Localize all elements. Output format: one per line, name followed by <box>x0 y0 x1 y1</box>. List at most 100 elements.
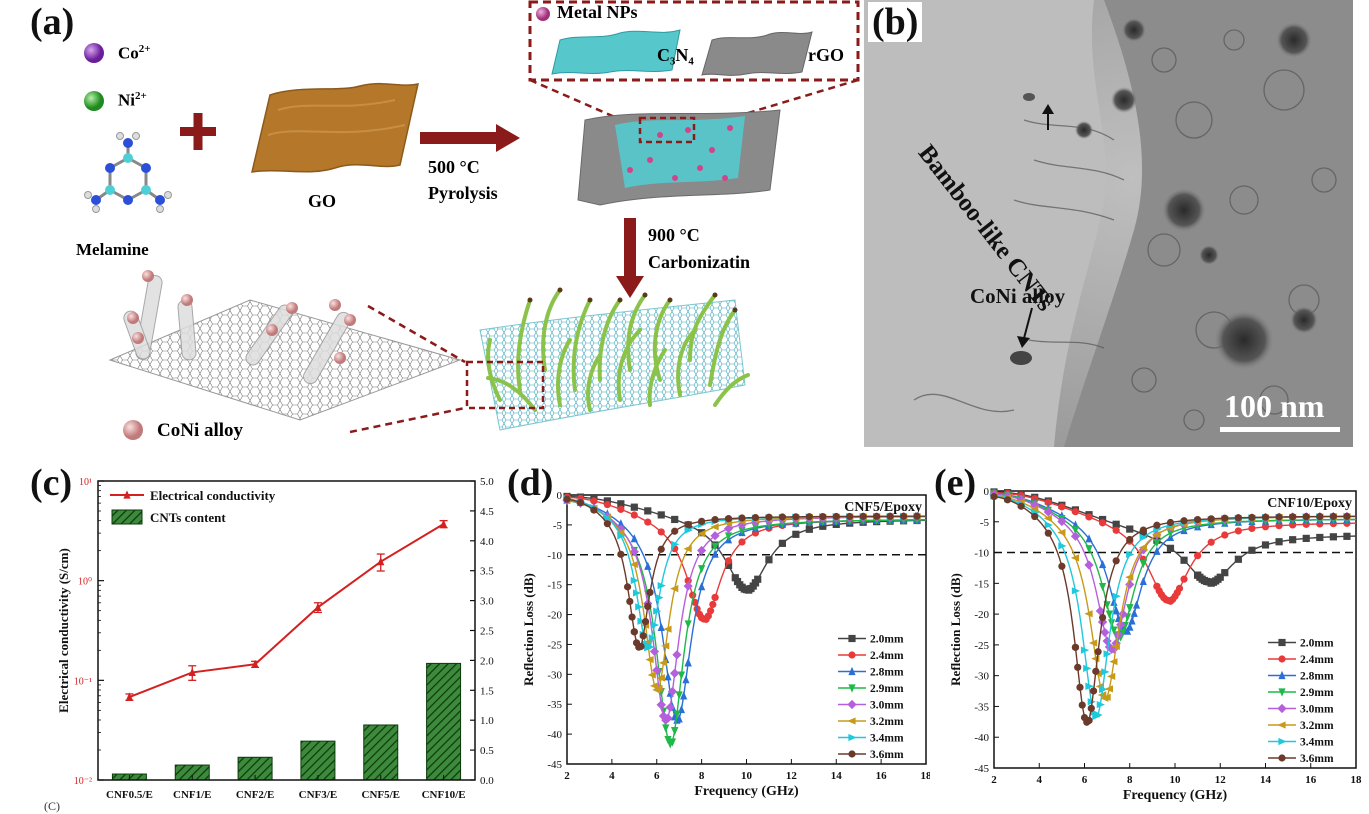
rl-point <box>709 600 717 609</box>
rl-point <box>603 514 612 522</box>
legend-label: 2.0mm <box>870 634 904 646</box>
rl-point <box>630 511 638 519</box>
rl-point <box>1058 562 1066 570</box>
rl-point <box>1139 533 1148 542</box>
rl-point <box>1099 685 1108 694</box>
panel-a-schematic <box>84 0 860 440</box>
rl-point <box>632 589 642 597</box>
melamine-molecule <box>84 132 172 213</box>
rl-point <box>1110 626 1118 635</box>
rl-point <box>711 593 719 602</box>
tem-texture <box>864 0 1353 447</box>
rl-point <box>648 634 657 642</box>
rl-point <box>1329 512 1337 521</box>
rl-point <box>673 710 681 719</box>
rl-point <box>1248 546 1256 554</box>
y-tick-label: -25 <box>547 639 562 651</box>
rl-point <box>677 671 686 680</box>
rl-point <box>603 501 611 509</box>
rl-point <box>1017 502 1025 510</box>
inset-c3n4-label: C₃N₄ <box>657 45 694 65</box>
legend-label: 3.4mm <box>1300 737 1334 749</box>
y2-tick-label: 4.0 <box>480 536 494 548</box>
rl-point <box>1044 521 1053 529</box>
x-tick-label: CNF1/E <box>173 789 212 801</box>
legend-label: 3.6mm <box>1300 753 1334 765</box>
x-tick-label: 8 <box>699 770 705 782</box>
y-tick-label: -5 <box>553 520 563 532</box>
rl-point <box>663 625 672 633</box>
rl-point <box>1085 545 1093 554</box>
rl-point <box>658 659 668 667</box>
rl-point <box>1316 533 1324 542</box>
legend-marker <box>848 666 856 676</box>
rl-point <box>664 672 672 681</box>
rl-point <box>846 512 854 521</box>
rl-point <box>1112 526 1120 534</box>
rl-point <box>710 523 719 531</box>
rl-point <box>1126 550 1135 559</box>
x-axis-label: Frequency (GHz) <box>1123 788 1228 803</box>
x-tick-label: 18 <box>921 770 931 782</box>
y2-tick-label: 0.0 <box>480 775 494 787</box>
legend-bar-swatch <box>111 509 143 525</box>
rl-point <box>1031 512 1039 521</box>
rl-point <box>637 642 645 651</box>
rl-point <box>684 520 692 529</box>
rl-point <box>630 628 638 636</box>
rl-point <box>913 512 921 520</box>
conductivity-point <box>125 692 134 701</box>
rl-point <box>623 583 632 591</box>
rl-point <box>778 539 786 547</box>
go-label: GO <box>308 191 337 211</box>
x-tick-label: 14 <box>831 770 843 782</box>
legend-label: 2.0mm <box>1300 638 1334 650</box>
legend-label: 2.9mm <box>1300 687 1334 699</box>
rl-point <box>751 579 760 587</box>
legend-label: Electrical conductivity <box>150 488 276 503</box>
y-tick-label: -45 <box>547 759 562 771</box>
y-tick-label: -40 <box>974 732 989 744</box>
coni-alloy-label: CoNi alloy <box>157 420 244 441</box>
rl-point <box>657 511 665 519</box>
rl-point <box>1343 512 1351 520</box>
rl-point <box>1116 620 1126 630</box>
rl-point <box>738 514 746 522</box>
rl-point <box>1110 597 1118 606</box>
rl-point <box>664 736 672 745</box>
rl-point <box>1248 513 1256 522</box>
x-tick-label: 18 <box>1351 774 1363 786</box>
rl-point <box>698 565 706 574</box>
legend-marker <box>1278 737 1287 746</box>
rl-point <box>1207 515 1215 523</box>
rl-point <box>724 532 733 541</box>
rl-point <box>671 515 679 524</box>
rl-point <box>1071 587 1081 595</box>
rl-point <box>1289 536 1297 544</box>
rl-point <box>751 523 760 532</box>
rl-point <box>646 643 655 651</box>
y-tick-label: 10¹ <box>79 477 92 488</box>
rl-point <box>1130 608 1138 617</box>
chart-title: CNF10/Epoxy <box>1267 496 1352 511</box>
rl-point <box>765 513 773 521</box>
rl-point <box>698 517 706 525</box>
rl-point <box>629 547 639 557</box>
rl-point <box>1180 517 1188 525</box>
rl-point <box>738 526 746 536</box>
alloy-annotation: CoNi alloy <box>970 284 1066 308</box>
rl-point <box>832 512 840 521</box>
rl-point <box>617 550 625 558</box>
rl-point <box>778 513 786 521</box>
legend-label: 3.2mm <box>870 716 904 728</box>
rl-point <box>1234 527 1242 535</box>
rl-point <box>1044 529 1052 537</box>
rl-point <box>576 498 585 507</box>
legend-label: 3.4mm <box>870 733 904 745</box>
rl-point <box>628 613 636 621</box>
rl-point <box>629 560 638 569</box>
rl-point <box>1302 534 1310 542</box>
rl-point <box>1139 576 1147 586</box>
legend-label: 3.0mm <box>1300 704 1334 716</box>
y-tick-label: 0 <box>557 490 563 502</box>
